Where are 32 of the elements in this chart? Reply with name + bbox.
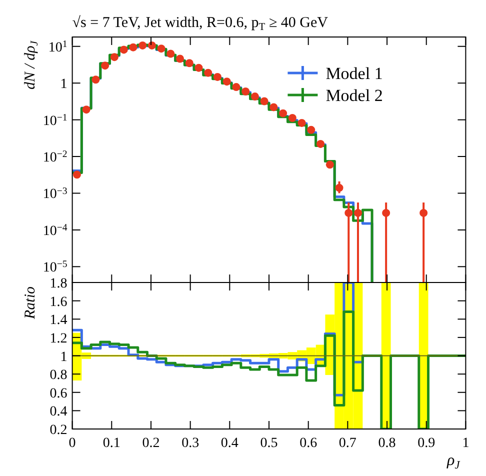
y-tick-label: 1.2 bbox=[50, 331, 68, 346]
y-tick-label: 1 bbox=[60, 77, 68, 92]
x-tick-label: 0.6 bbox=[300, 436, 318, 451]
y-tick-label: 1.6 bbox=[50, 294, 68, 310]
x-tick-label: 0.4 bbox=[220, 436, 238, 451]
x-tick-label: 0 bbox=[68, 436, 76, 451]
x-tick-label: 0.3 bbox=[182, 436, 200, 451]
x-tick-label: 0.9 bbox=[418, 436, 436, 451]
legend-label: Model 1 bbox=[326, 64, 383, 83]
y-tick-label: 1 bbox=[60, 350, 68, 365]
x-axis-title: ρ$_{J}$ bbox=[446, 452, 461, 472]
chart-title: √s = 7 TeV, Jet width, R=0.6, p$_{T}$ ≥ 40 GeV bbox=[72, 15, 328, 34]
y-axis-title: Ratio bbox=[22, 286, 38, 320]
y-tick-label: 0.2 bbox=[50, 423, 68, 438]
y-tick-label: 0.6 bbox=[50, 386, 68, 402]
y-tick-label: 0.4 bbox=[50, 404, 68, 420]
y-tick-label: 0.8 bbox=[50, 368, 68, 384]
legend-label: Model 2 bbox=[326, 86, 383, 105]
y-tick-label: 1.4 bbox=[50, 313, 68, 328]
x-tick-label: 0.8 bbox=[378, 436, 396, 451]
y-tick-label: 10$^{−2}$ bbox=[42, 149, 68, 166]
y-tick-label: 10$^{−1}$ bbox=[42, 112, 68, 129]
y-tick-label: 10$^{−3}$ bbox=[42, 186, 68, 202]
x-tick-label: 0.5 bbox=[260, 436, 278, 451]
y-tick-label: 10$^{−5}$ bbox=[42, 259, 68, 276]
x-tick-label: 0.1 bbox=[102, 436, 120, 451]
x-tick-label: 1 bbox=[462, 436, 470, 451]
x-tick-label: 0.7 bbox=[338, 436, 356, 451]
y-tick-label: 1.8 bbox=[50, 276, 68, 292]
y-tick-label: 10$^{1}$ bbox=[48, 38, 68, 56]
y-tick-label: 10$^{−4}$ bbox=[42, 222, 68, 239]
x-tick-label: 0.2 bbox=[142, 436, 160, 451]
